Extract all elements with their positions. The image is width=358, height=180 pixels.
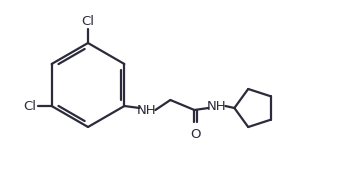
Text: Cl: Cl — [82, 15, 95, 28]
Text: NH: NH — [207, 100, 226, 112]
Text: O: O — [190, 128, 201, 141]
Text: Cl: Cl — [24, 100, 37, 112]
Text: NH: NH — [136, 103, 156, 116]
